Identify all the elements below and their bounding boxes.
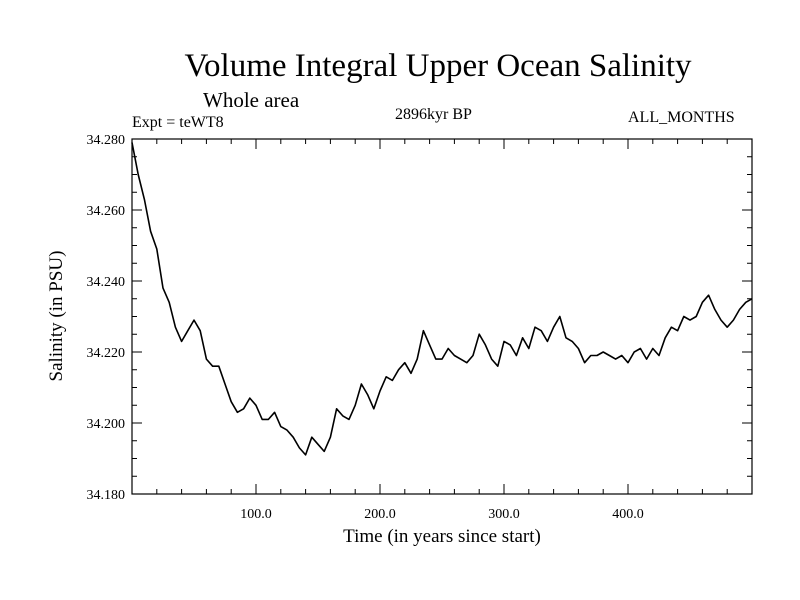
chart-subtitle: Whole area [203,88,300,112]
chart-title: Volume Integral Upper Ocean Salinity [184,48,692,84]
x-axis: 100.0 200.0 300.0 400.0 [156,139,728,522]
y-tick-label: 34.260 [87,204,126,219]
months-label: ALL_MONTHS [628,109,735,126]
y-tick-label: 34.240 [87,275,126,290]
x-axis-title: Time (in years since start) [343,526,541,547]
y-tick-label: 34.200 [87,417,126,432]
x-tick-label: 300.0 [488,507,520,522]
salinity-series-line [131,142,753,456]
x-tick-label: 100.0 [240,507,272,522]
y-axis-title: Salinity (in PSU) [46,251,67,382]
plot-frame [131,138,753,495]
period-label: 2896kyr BP [395,106,472,123]
y-axis: 34.180 34.200 34.220 34.240 34.260 34.280 [87,133,752,503]
x-tick-label: 400.0 [612,507,644,522]
experiment-label: Expt = teWT8 [132,114,224,131]
y-tick-label: 34.280 [87,133,126,148]
x-tick-label: 200.0 [364,507,396,522]
y-tick-label: 34.180 [87,488,126,503]
y-tick-label: 34.220 [87,346,126,361]
